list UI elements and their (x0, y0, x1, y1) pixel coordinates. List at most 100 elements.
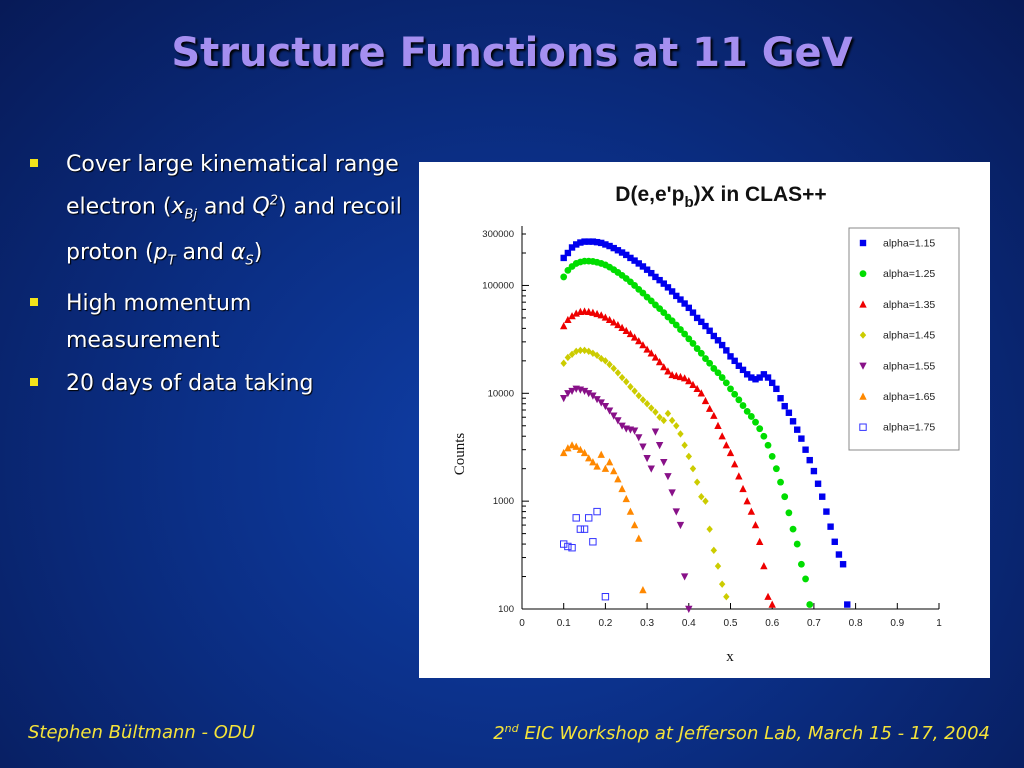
data-point (769, 379, 776, 387)
data-point (589, 238, 597, 245)
data-point (577, 346, 584, 355)
data-point (743, 497, 751, 505)
data-point (722, 441, 731, 449)
legend-box (848, 227, 960, 451)
series-alpha-1-45 (560, 346, 730, 601)
data-point (702, 322, 709, 330)
data-point (610, 318, 618, 326)
data-point (789, 418, 797, 425)
data-point (622, 494, 630, 503)
data-point (618, 323, 626, 331)
data-point (714, 337, 722, 344)
data-point (581, 238, 588, 245)
data-point (647, 465, 655, 473)
data-point (722, 379, 730, 387)
x-tick-label: 0.9 (890, 618, 904, 629)
data-point (772, 465, 780, 473)
data-point (714, 369, 722, 377)
data-point (593, 238, 601, 246)
data-point (689, 340, 697, 347)
data-point (589, 538, 597, 546)
p-variable: p (153, 239, 168, 265)
data-point (706, 327, 713, 334)
data-point (773, 385, 780, 393)
data-point (589, 308, 597, 316)
data-point (714, 421, 722, 429)
data-point (643, 345, 651, 353)
footer-event-number: 2 (493, 723, 505, 744)
data-point (568, 387, 576, 396)
data-point (743, 407, 751, 415)
data-point (752, 418, 759, 426)
data-point (605, 458, 614, 466)
data-point (606, 242, 613, 250)
series-alpha-1-65 (560, 441, 647, 594)
data-point (819, 493, 826, 500)
series-alpha-1-15 (560, 238, 851, 608)
data-point (585, 238, 592, 245)
data-point (639, 341, 647, 349)
data-point (672, 371, 680, 380)
y-tick-label: 100000 (482, 280, 514, 291)
data-point (859, 331, 867, 339)
data-point (610, 364, 617, 373)
data-point (794, 426, 801, 433)
data-point (844, 601, 851, 608)
data-point (859, 423, 867, 431)
series-alpha-1-25 (560, 257, 814, 608)
data-point (652, 408, 659, 416)
data-point (618, 422, 626, 430)
footer-event-suffix: nd (504, 722, 519, 735)
data-point (618, 373, 626, 382)
data-point (639, 443, 647, 451)
data-point (601, 402, 610, 411)
data-point (677, 296, 684, 303)
data-point (802, 575, 809, 583)
data-point (564, 390, 572, 398)
data-point (630, 427, 639, 435)
bullet-text: ) and recoil proton ( (66, 194, 402, 265)
data-point (631, 387, 638, 395)
data-point (564, 353, 572, 362)
x-tick-label: 0 (519, 618, 525, 629)
data-point (689, 309, 697, 316)
data-point (664, 473, 672, 481)
data-point (739, 366, 747, 374)
data-point (718, 374, 726, 381)
data-point (756, 374, 763, 381)
data-point (585, 390, 593, 398)
data-point (693, 314, 701, 322)
data-point (693, 384, 701, 393)
data-point (702, 355, 709, 362)
data-point (560, 254, 567, 262)
data-point (714, 562, 722, 570)
data-point (768, 452, 776, 460)
x-tick-label: 0.2 (598, 618, 612, 629)
data-point (827, 523, 834, 530)
data-point (597, 450, 605, 458)
data-point (618, 484, 626, 493)
bullet-text: Cover large kinematical range electron ( (66, 152, 399, 220)
data-point (668, 317, 676, 325)
data-point (564, 444, 572, 452)
data-point (660, 309, 668, 317)
data-point (635, 392, 642, 400)
x-variable: x (171, 194, 185, 220)
data-point (660, 363, 668, 371)
data-point (806, 456, 813, 464)
data-point (568, 244, 576, 251)
x-tick-label: 1 (936, 618, 942, 629)
legend-label: alpha=1.45 (883, 330, 935, 342)
data-point (568, 544, 576, 552)
data-point (580, 525, 589, 533)
data-point (718, 432, 726, 440)
data-point (614, 320, 622, 329)
data-point (681, 441, 688, 449)
data-point (689, 464, 697, 473)
data-point (580, 448, 589, 457)
data-point (576, 525, 585, 533)
data-point (831, 538, 838, 545)
data-point (568, 441, 576, 449)
data-point (639, 586, 647, 594)
data-point (835, 551, 843, 558)
